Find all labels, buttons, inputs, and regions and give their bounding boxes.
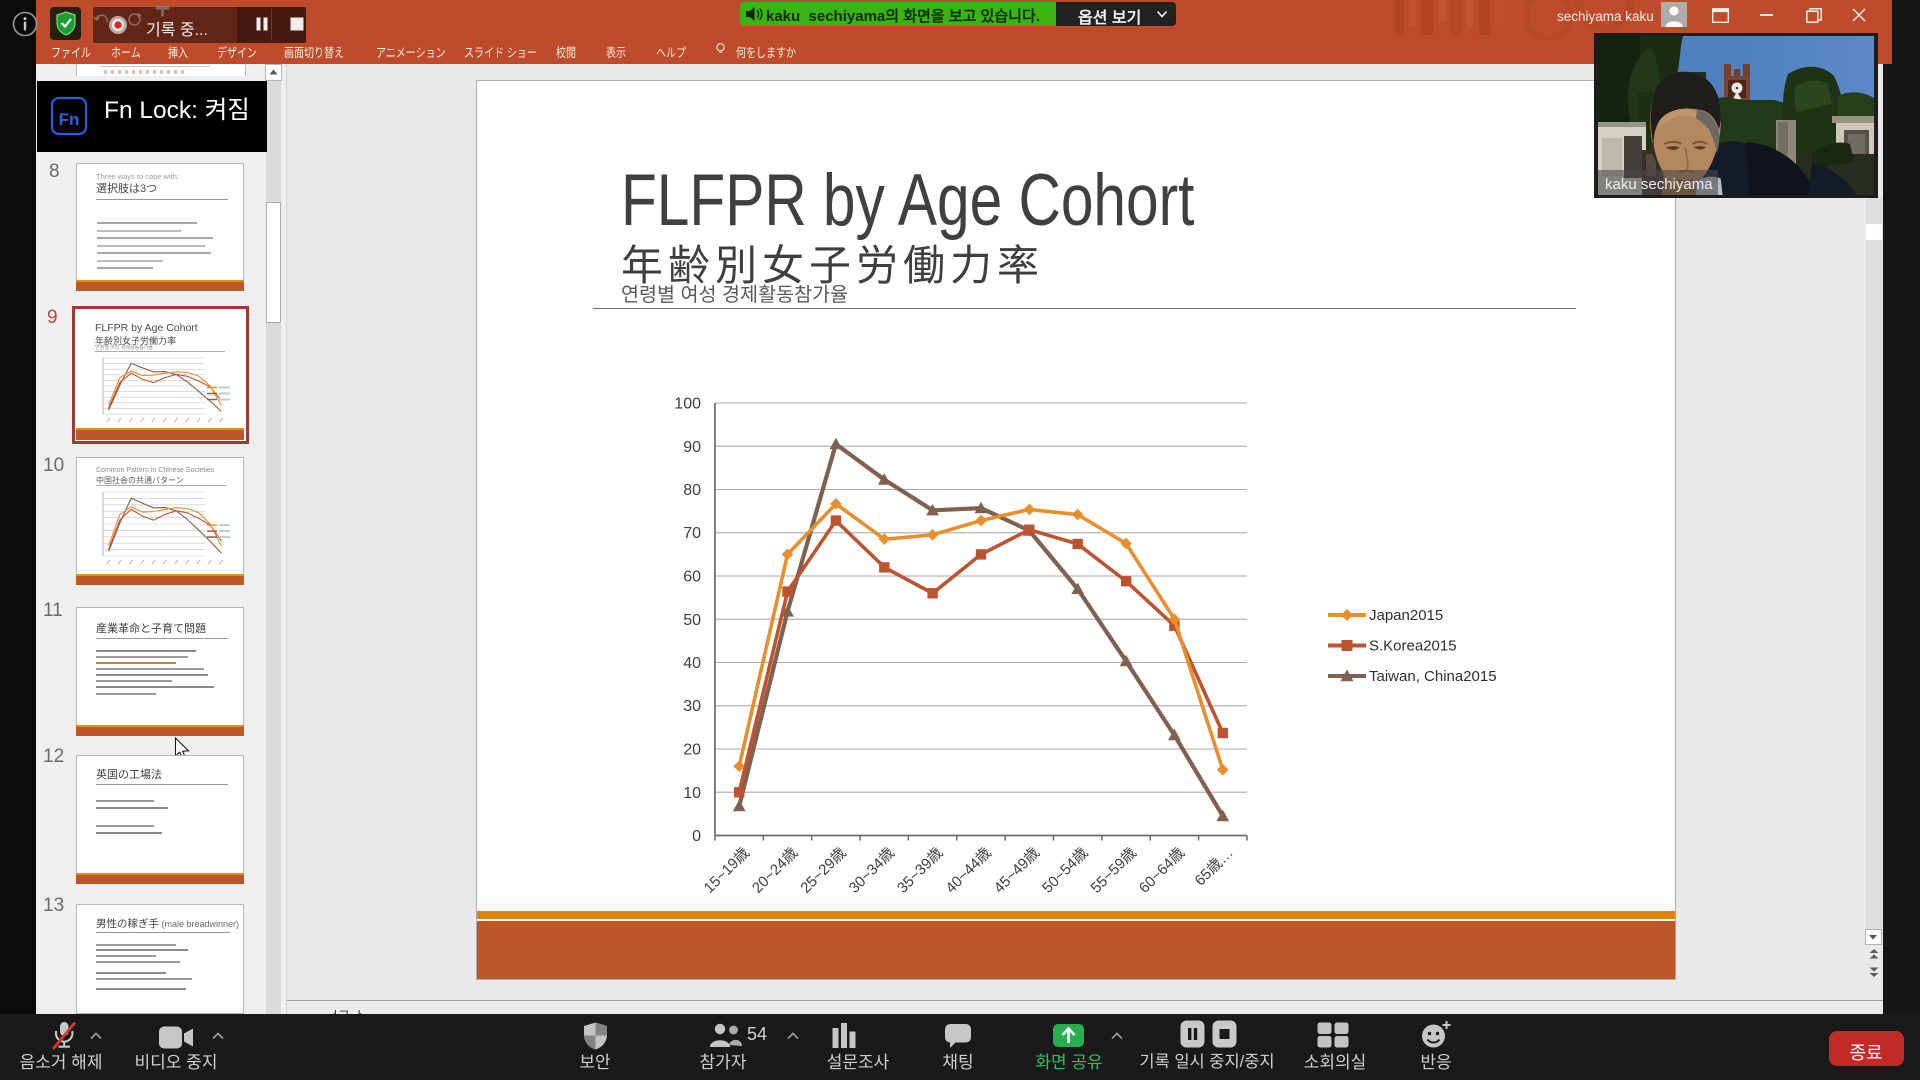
svg-text:40~44歳: 40~44歳	[942, 844, 994, 896]
svg-text:70: 70	[683, 525, 701, 542]
svg-text:kaku sechiyama: kaku sechiyama	[1605, 176, 1713, 193]
svg-text:35~39歳: 35~39歳	[894, 844, 946, 896]
svg-text:60~64歳: 60~64歳	[1136, 844, 1188, 896]
svg-text:20~24歳: 20~24歳	[749, 844, 801, 896]
svg-text:Fn: Fn	[59, 110, 80, 129]
svg-text:50: 50	[683, 612, 701, 629]
svg-text:20: 20	[683, 742, 701, 759]
svg-text:45~49歳: 45~49歳	[991, 844, 1043, 896]
svg-text:Japan2015: Japan2015	[1369, 607, 1443, 624]
svg-text:S.Korea2015: S.Korea2015	[1369, 638, 1457, 655]
svg-text:55~59歳: 55~59歳	[1088, 844, 1140, 896]
svg-text:25~29歳: 25~29歳	[797, 844, 849, 896]
svg-text:50~54歳: 50~54歳	[1039, 844, 1091, 896]
svg-text:90: 90	[683, 439, 701, 456]
svg-text:40: 40	[683, 655, 701, 672]
svg-text:Taiwan, China2015: Taiwan, China2015	[1369, 668, 1497, 685]
svg-text:65歳…: 65歳…	[1192, 844, 1237, 889]
svg-text:0: 0	[692, 828, 701, 845]
svg-text:10: 10	[683, 785, 701, 802]
svg-text:100: 100	[674, 396, 701, 413]
svg-text:30: 30	[683, 698, 701, 715]
svg-text:30~34歳: 30~34歳	[846, 844, 898, 896]
svg-text:80: 80	[683, 482, 701, 499]
svg-text:15~19歳: 15~19歳	[701, 844, 753, 896]
svg-text:60: 60	[683, 569, 701, 586]
